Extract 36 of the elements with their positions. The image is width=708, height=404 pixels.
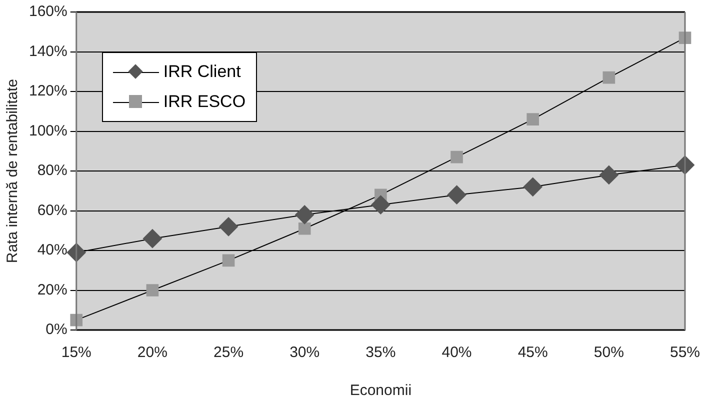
x-tick-label: 55%: [670, 344, 700, 362]
point: [526, 113, 539, 126]
point: [142, 229, 162, 248]
point: [523, 177, 542, 196]
legend-label: IRR ESCO: [163, 92, 246, 112]
point: [295, 205, 314, 224]
x-tick-label: 20%: [137, 344, 168, 362]
y-tick-label: 0%: [46, 321, 68, 338]
x-tick-label: 35%: [366, 344, 396, 362]
x-tick-label: 45%: [518, 344, 548, 362]
y-axis-title: Rata internă de rentabilitate: [4, 78, 22, 264]
point: [450, 150, 463, 164]
y-tick-label: 160%: [28, 3, 68, 20]
point: [602, 71, 616, 84]
point: [447, 185, 466, 204]
point: [146, 284, 159, 296]
y-tick-label: 100%: [28, 122, 68, 140]
x-tick-label: 25%: [214, 344, 244, 362]
point: [222, 254, 235, 267]
x-tick-label: 15%: [61, 344, 92, 362]
y-tick-label: 40%: [37, 242, 68, 259]
point: [219, 217, 238, 236]
y-tick-label: 120%: [28, 82, 68, 100]
y-tick-label: 140%: [28, 42, 68, 60]
x-tick-label: 50%: [594, 344, 624, 362]
point: [298, 222, 311, 235]
y-tick-label: 80%: [37, 162, 68, 180]
point: [599, 165, 618, 184]
x-axis-title: Economii: [350, 382, 412, 400]
point: [66, 242, 86, 262]
x-tick-label: 40%: [442, 344, 472, 362]
point: [371, 195, 390, 214]
legend-label: IRR Client: [163, 62, 241, 82]
y-tick-label: 60%: [37, 202, 68, 219]
x-tick-label: 30%: [290, 344, 320, 362]
y-tick-label: 20%: [37, 281, 68, 298]
